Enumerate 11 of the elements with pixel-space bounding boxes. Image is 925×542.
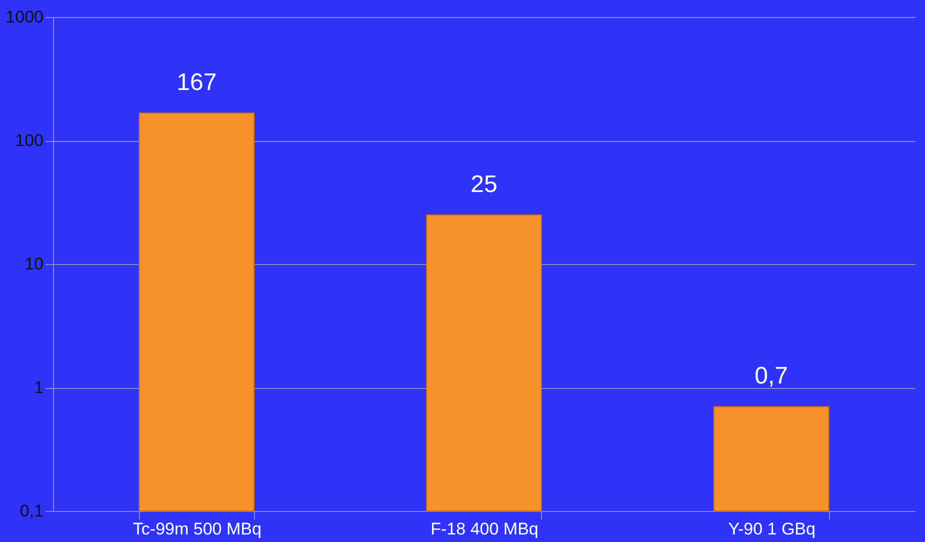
x-tick-label: F-18 400 MBq: [430, 520, 538, 538]
y-tick-label: 10: [24, 254, 44, 274]
data-label: 0,7: [754, 362, 788, 390]
x-tick-label: Y-90 1 GBq: [728, 520, 816, 538]
data-label: 25: [470, 170, 498, 198]
y-tick-label: 1: [34, 378, 44, 397]
y-tick-label: 100: [15, 131, 44, 150]
y-tick-label: 0,1: [20, 502, 44, 520]
y-tick-label: 1000: [6, 8, 44, 26]
x-tick-label: Tc-99m 500 MBq: [132, 520, 262, 538]
data-label: 167: [176, 68, 217, 96]
